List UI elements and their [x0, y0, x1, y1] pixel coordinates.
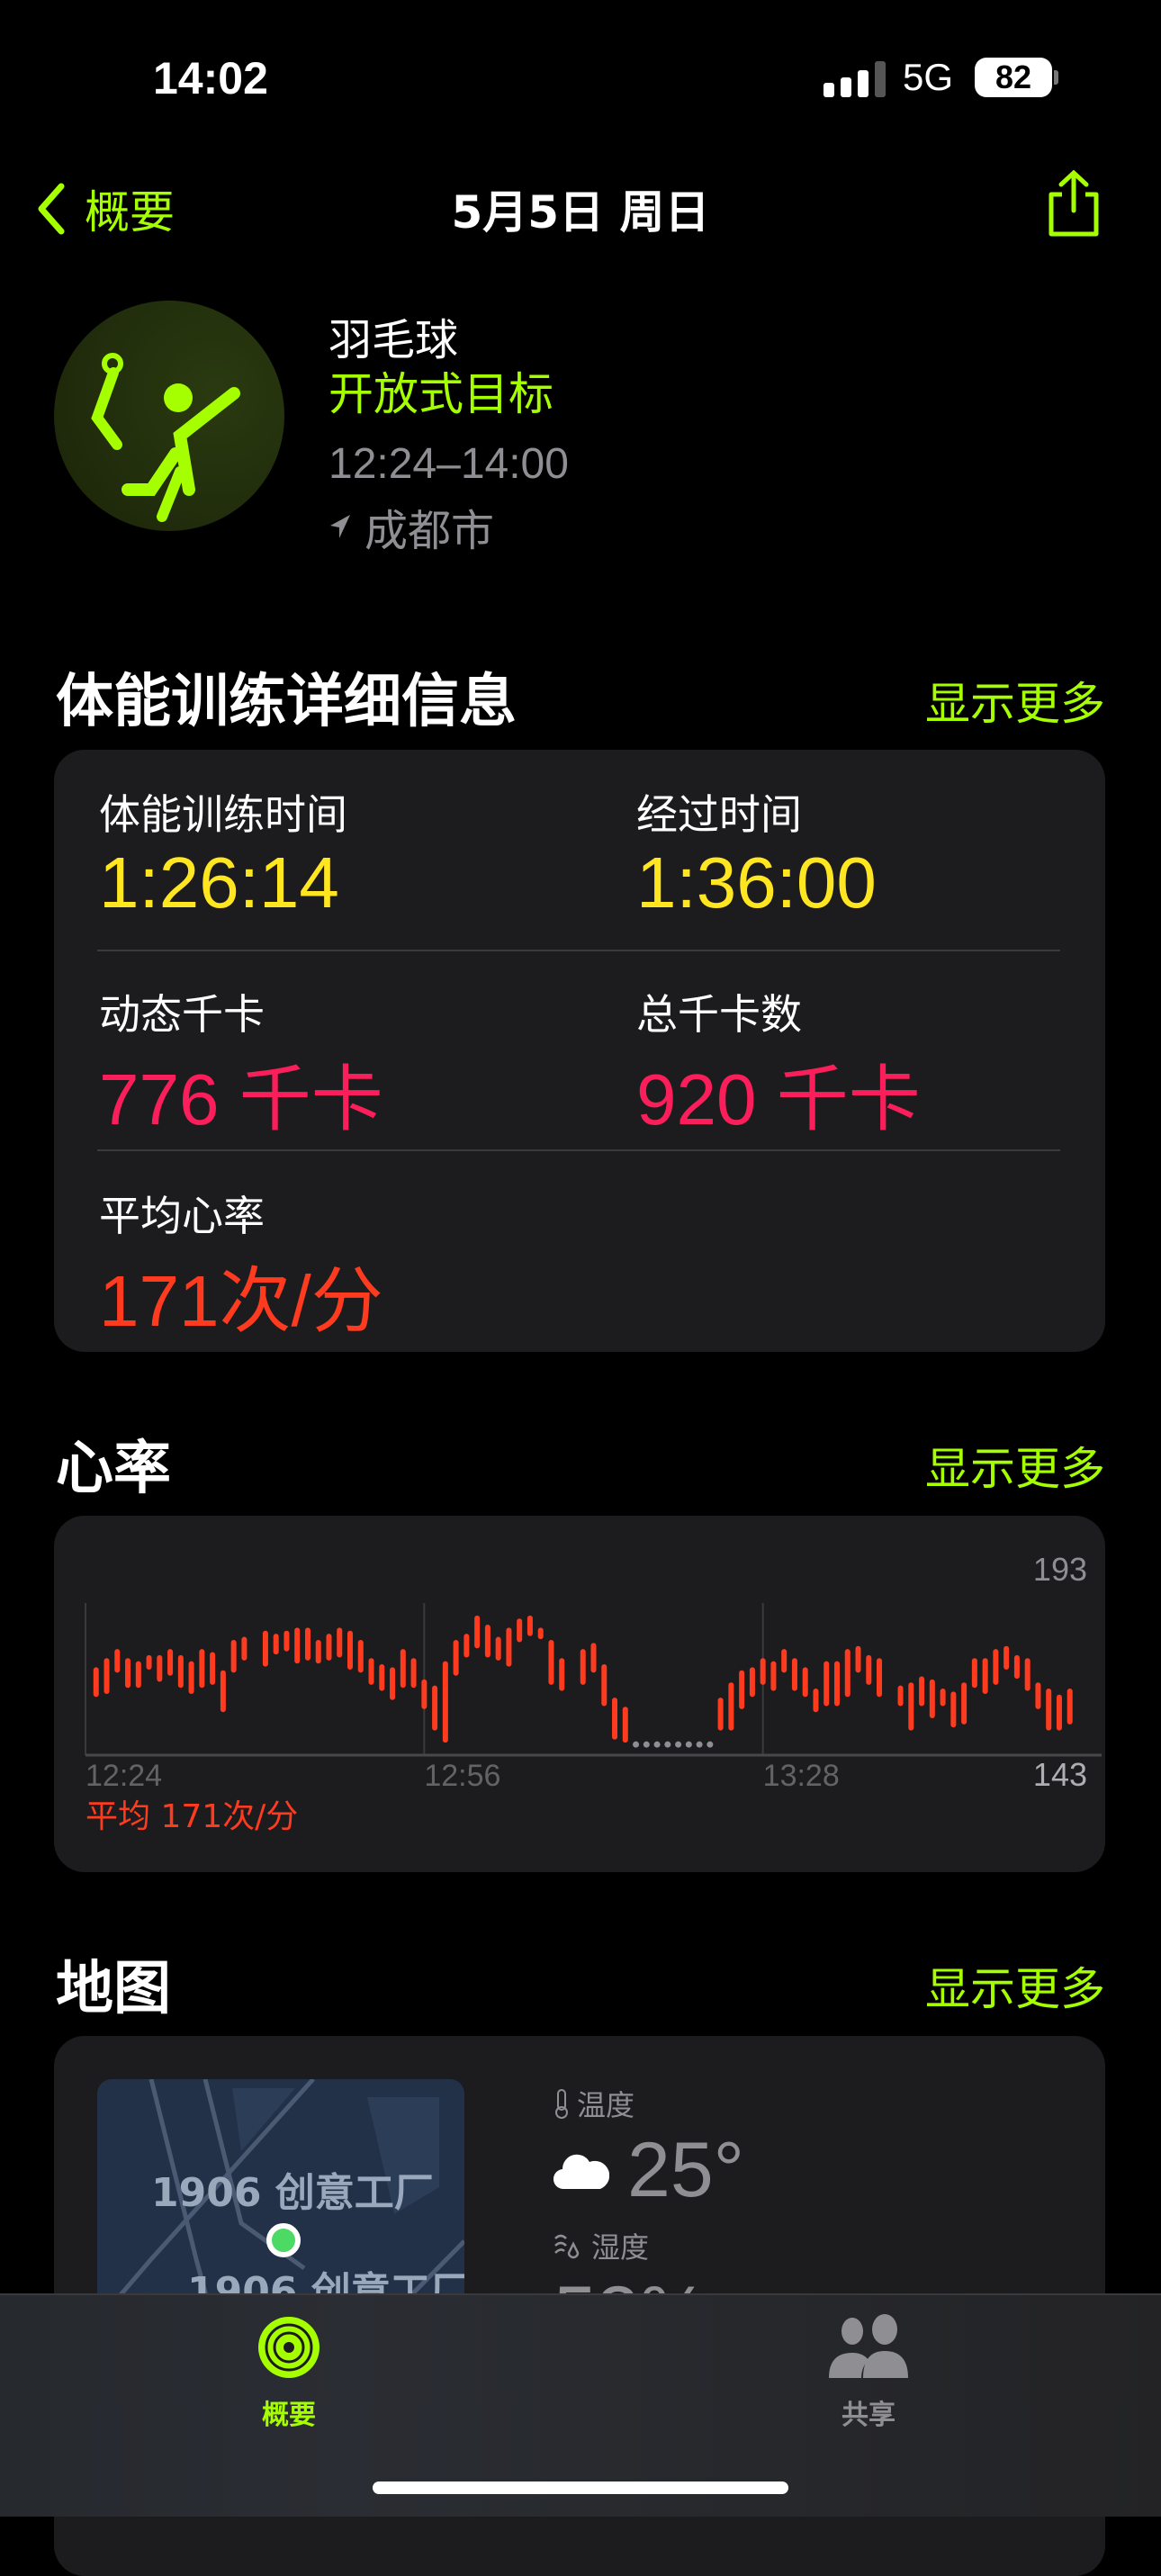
metric-avg-heart-rate: 平均心率 171次/分 — [99, 1184, 383, 1347]
temperature-label-text: 温度 — [577, 2088, 635, 2122]
network-type: 5G — [903, 56, 954, 98]
location-arrow-icon — [330, 515, 350, 538]
y-min-label: 143 — [1033, 1756, 1087, 1793]
back-label: 概要 — [85, 186, 175, 239]
workout-type-badge — [54, 301, 284, 531]
x-tick-label: 13:28 — [763, 1759, 840, 1793]
heart-show-more-link[interactable]: 显示更多 — [925, 1443, 1105, 1495]
no-data-dot — [696, 1741, 703, 1748]
share-icon[interactable] — [1044, 169, 1103, 239]
temperature-value: 25° — [627, 2127, 745, 2213]
average-heart-rate-label: 平均 171次/分 — [86, 1798, 298, 1835]
metric-value: 1:36:00 — [636, 842, 877, 923]
tab-label: 概要 — [262, 2400, 316, 2431]
x-tick-label: 12:56 — [424, 1759, 500, 1793]
no-data-dot — [633, 1741, 640, 1748]
x-tick-label: 12:24 — [86, 1759, 162, 1793]
route-start-marker — [266, 2223, 301, 2257]
workout-location: 成都市 — [328, 495, 494, 558]
temperature: 25° — [554, 2126, 744, 2215]
no-data-dot — [653, 1741, 661, 1748]
tab-summary[interactable]: 概要 — [199, 2313, 379, 2432]
home-indicator[interactable] — [373, 2481, 788, 2494]
temperature-label: 温度 — [554, 2083, 634, 2124]
map-section-title: 地图 — [56, 1956, 171, 2022]
map-show-more-link[interactable]: 显示更多 — [925, 1963, 1105, 2015]
cloud-icon — [554, 2154, 609, 2189]
workout-time-range: 12:24–14:00 — [328, 440, 569, 488]
metric-total-calories: 总千卡数 920 千卡 — [636, 982, 921, 1146]
tab-label: 共享 — [842, 2400, 896, 2431]
status-time: 14:02 — [153, 53, 268, 104]
no-data-dot — [706, 1741, 714, 1748]
metric-label: 总千卡数 — [636, 990, 802, 1039]
workout-goal: 开放式目标 — [328, 368, 554, 420]
chevron-left-icon — [38, 183, 65, 235]
details-section-title: 体能训练详细信息 — [56, 669, 517, 735]
heart-rate-card[interactable]: 12:24 12:56 13:28 193 143 平均 171次/分 — [54, 1516, 1105, 1872]
activity-rings-icon — [258, 2317, 320, 2378]
map-place-label: 1906 创意工厂 — [151, 2170, 434, 2216]
cellular-signal-icon — [824, 61, 886, 97]
humidity-label-text: 湿度 — [591, 2230, 650, 2265]
heart-section-title: 心率 — [56, 1436, 171, 1502]
humidity-label: 湿度 — [554, 2225, 649, 2266]
workout-details-card[interactable]: 体能训练时间 1:26:14 经过时间 1:36:00 动态千卡 776 千卡 总千卡… — [54, 750, 1105, 1352]
divider — [97, 950, 1060, 951]
thermometer-icon — [555, 2089, 568, 2119]
metric-elapsed-time: 经过时间 1:36:00 — [636, 782, 877, 924]
metric-label: 体能训练时间 — [99, 790, 347, 839]
workout-name: 羽毛球 — [328, 315, 459, 365]
battery-icon: 82 — [975, 58, 1052, 97]
back-button[interactable]: 概要 — [36, 176, 175, 241]
tab-sharing[interactable]: 共享 — [778, 2313, 958, 2432]
details-show-more-link[interactable]: 显示更多 — [925, 678, 1105, 730]
no-data-dot — [664, 1741, 671, 1748]
metric-active-calories: 动态千卡 776 千卡 — [99, 982, 383, 1146]
no-data-dot — [685, 1741, 692, 1748]
tab-bar: 概要 共享 — [0, 2293, 1161, 2517]
metric-label: 平均心率 — [99, 1192, 265, 1240]
badminton-player-icon — [91, 353, 240, 522]
metric-value: 171次/分 — [99, 1261, 383, 1341]
humidity-icon — [554, 2234, 580, 2259]
battery-nub — [1054, 70, 1058, 85]
no-data-dot — [643, 1741, 650, 1748]
page-title: 5月5日 周日 — [451, 186, 710, 239]
metric-label: 动态千卡 — [99, 990, 265, 1039]
no-data-dot — [675, 1741, 682, 1748]
metric-value: 920 千卡 — [636, 1059, 921, 1139]
location-name: 成都市 — [364, 506, 495, 556]
metric-value: 776 千卡 — [99, 1059, 383, 1139]
people-icon — [829, 2314, 908, 2378]
divider — [97, 1149, 1060, 1151]
metric-value: 1:26:14 — [99, 842, 339, 923]
metric-workout-time: 体能训练时间 1:26:14 — [99, 782, 347, 924]
y-max-label: 193 — [1033, 1551, 1087, 1588]
heart-rate-chart: 12:24 12:56 13:28 193 143 平均 171次/分 — [85, 1551, 1102, 1835]
metric-label: 经过时间 — [636, 790, 802, 839]
